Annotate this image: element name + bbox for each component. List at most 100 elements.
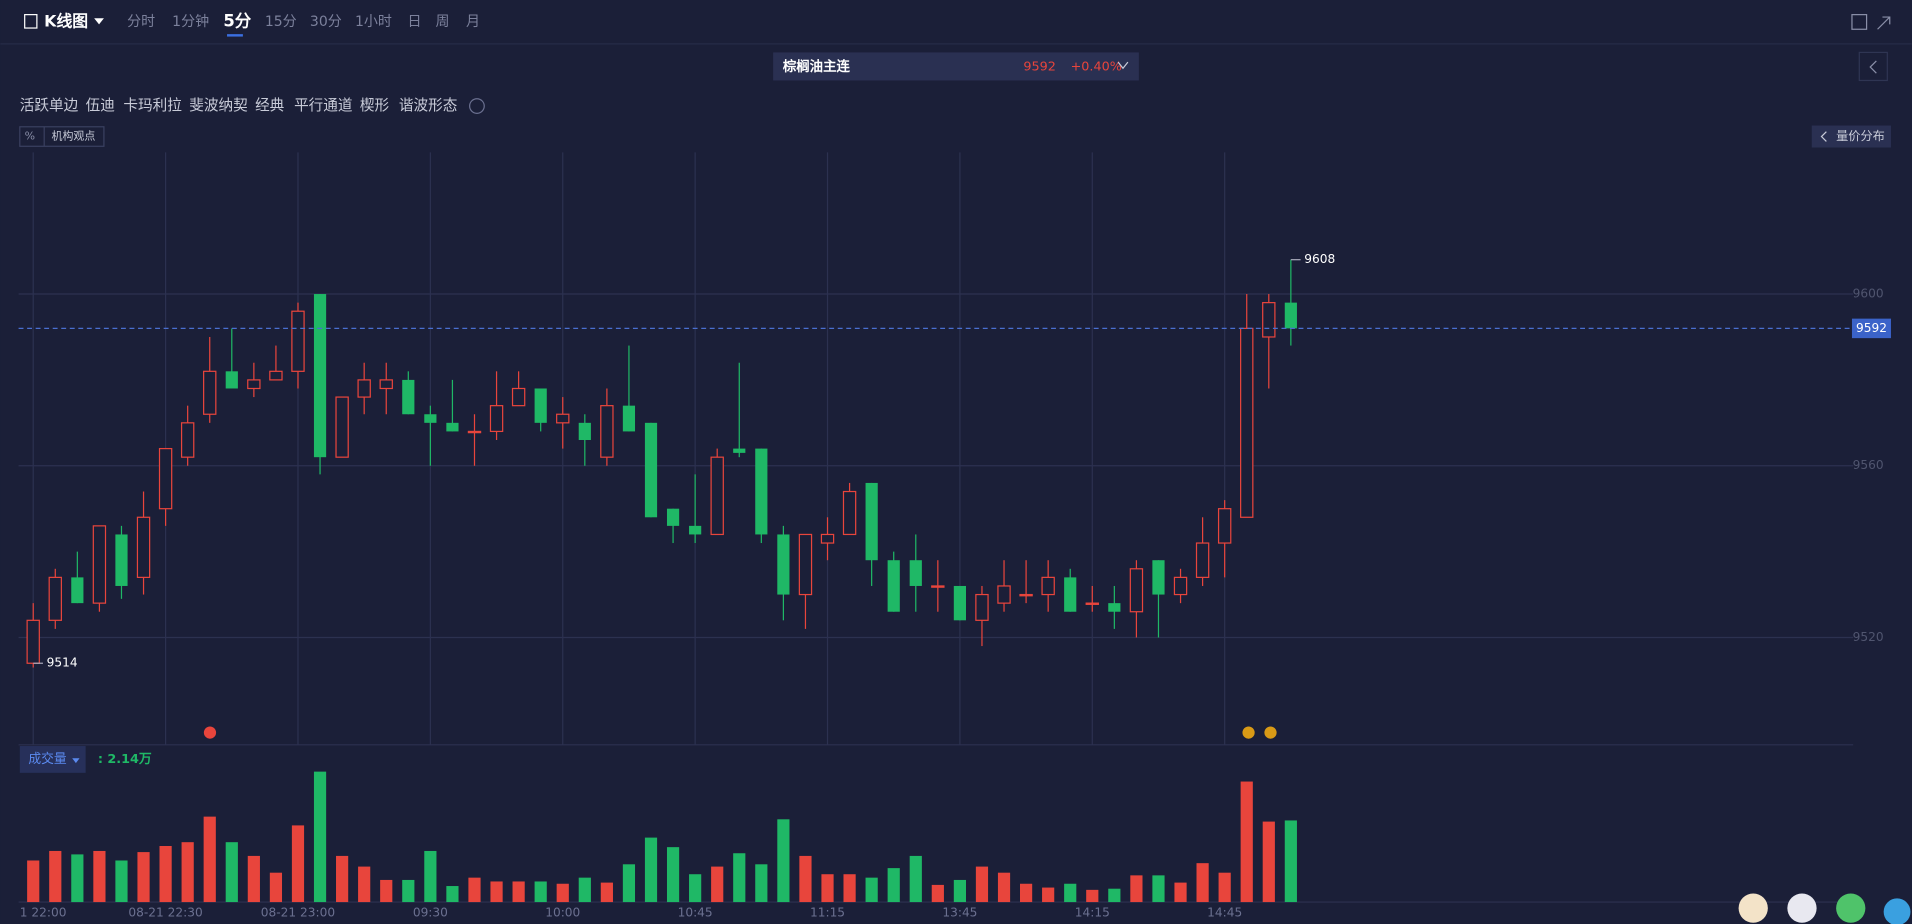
views-button[interactable]: [19, 126, 105, 147]
candle-body: [534, 388, 547, 423]
x-tick-label: 11:15: [810, 906, 845, 920]
timeframe[interactable]: 分时: [127, 14, 155, 30]
volume-bar: [622, 864, 636, 903]
volume-bar: [556, 883, 569, 903]
drawing-tool[interactable]: 谐波形态: [399, 97, 457, 114]
volume-bar: [931, 884, 944, 903]
candle-body: [467, 430, 482, 434]
candle-body: [180, 422, 195, 458]
candle-body: [798, 533, 813, 596]
drawing-tool[interactable]: 活跃单边: [20, 97, 79, 114]
active-underline: [227, 34, 243, 37]
volume-bar: [997, 872, 1011, 903]
collapse-button[interactable]: [1858, 51, 1888, 82]
x-tick-label: 08-21 22:30: [128, 906, 202, 920]
volume-bar: [644, 837, 658, 903]
x-tick-label: 14:45: [1207, 906, 1242, 920]
candle-body: [1019, 593, 1033, 597]
mascot-icon[interactable]: [1836, 893, 1866, 923]
candle-body: [1152, 560, 1165, 595]
volume-bar: [313, 771, 327, 903]
volume-bar: [490, 881, 503, 903]
candle-body: [1262, 302, 1276, 338]
mascot-icon[interactable]: [1883, 898, 1911, 924]
distribution-button[interactable]: [1811, 125, 1891, 148]
volume-bar: [1218, 872, 1231, 903]
x-tick-label: 10:45: [678, 906, 713, 920]
candle-body: [379, 379, 393, 390]
volume-bar: [689, 874, 702, 903]
volume-bar: [247, 855, 260, 903]
drawing-tool[interactable]: 斐波纳契: [189, 97, 248, 114]
symbol-change: +0.40%: [1071, 60, 1122, 75]
help-icon[interactable]: [469, 98, 485, 114]
x-tick-label: 09:30: [413, 906, 448, 920]
candle-body: [1217, 508, 1232, 544]
drawing-tool[interactable]: 楔形: [360, 97, 390, 114]
volume-bar: [27, 860, 40, 903]
candle-body: [511, 387, 526, 407]
candle-body: [578, 422, 591, 441]
candle-body: [1041, 576, 1055, 596]
candle-body: [402, 379, 415, 415]
event-icon[interactable]: [1264, 726, 1277, 739]
candle-body: [203, 370, 217, 415]
candle-body: [1108, 603, 1121, 612]
mascot-icon[interactable]: [1787, 893, 1817, 923]
candle-body: [225, 371, 238, 389]
volume-bar: [159, 845, 172, 903]
volume-bar: [1064, 883, 1077, 903]
drawing-tool[interactable]: 伍迪: [86, 97, 116, 114]
timeframe[interactable]: 周: [435, 14, 449, 30]
timeframe[interactable]: 1小时: [355, 14, 392, 30]
event-icon[interactable]: [1242, 726, 1255, 739]
y-tick-label: 9600: [1853, 287, 1884, 301]
candle-body: [1240, 327, 1254, 518]
shrink-icon[interactable]: [1877, 16, 1891, 30]
timeframe[interactable]: 15分: [265, 14, 297, 30]
volume-bar: [225, 842, 238, 903]
timeframe[interactable]: 月: [466, 14, 480, 30]
candle-body: [777, 534, 790, 595]
candle-body: [291, 310, 305, 372]
mascot-icon[interactable]: [1738, 893, 1768, 923]
drawing-tool[interactable]: 平行通道: [294, 97, 353, 114]
timeframe[interactable]: 日: [407, 14, 421, 30]
drawing-tool[interactable]: 卡玛利拉: [123, 97, 182, 114]
volume-bar: [578, 877, 591, 903]
candle-body: [1173, 576, 1188, 596]
x-tick-label: 08-21 23:00: [261, 906, 335, 920]
drawing-tool[interactable]: 经典: [255, 97, 285, 114]
volume-bar: [711, 866, 724, 903]
max-label: 9608: [1304, 252, 1335, 266]
y-tick-label: 9520: [1853, 630, 1884, 644]
timeframe[interactable]: 5分: [223, 11, 251, 30]
candle-body: [755, 448, 768, 535]
toolbar-title[interactable]: K线图: [44, 11, 88, 30]
candle-body: [335, 396, 349, 458]
distribution-chevron: [1820, 131, 1827, 142]
volume-bar: [1196, 863, 1209, 903]
volume-bar: [887, 868, 900, 903]
layout-icon[interactable]: [1851, 14, 1868, 30]
candle-body: [820, 533, 835, 544]
candle-body: [644, 422, 658, 518]
volume-bar: [975, 866, 989, 903]
volume-bar: [1086, 889, 1099, 903]
candle-body: [733, 448, 746, 453]
symbol-chevron: [1117, 61, 1129, 70]
candle-body: [556, 413, 570, 424]
symbol-box[interactable]: [773, 52, 1139, 81]
timeframe[interactable]: 1分钟: [172, 13, 209, 30]
candle-body: [887, 560, 900, 612]
candle-body: [1085, 602, 1099, 605]
volume-bar: [468, 877, 481, 903]
symbol-price: 9592: [1023, 60, 1056, 75]
volume-bar: [115, 860, 128, 903]
volume-bar: [1240, 781, 1253, 903]
timeframe[interactable]: 30分: [310, 14, 342, 30]
candle-body: [446, 422, 459, 432]
volume-bar: [1130, 875, 1143, 903]
event-icon[interactable]: [203, 726, 217, 739]
volume-bar: [821, 874, 834, 903]
